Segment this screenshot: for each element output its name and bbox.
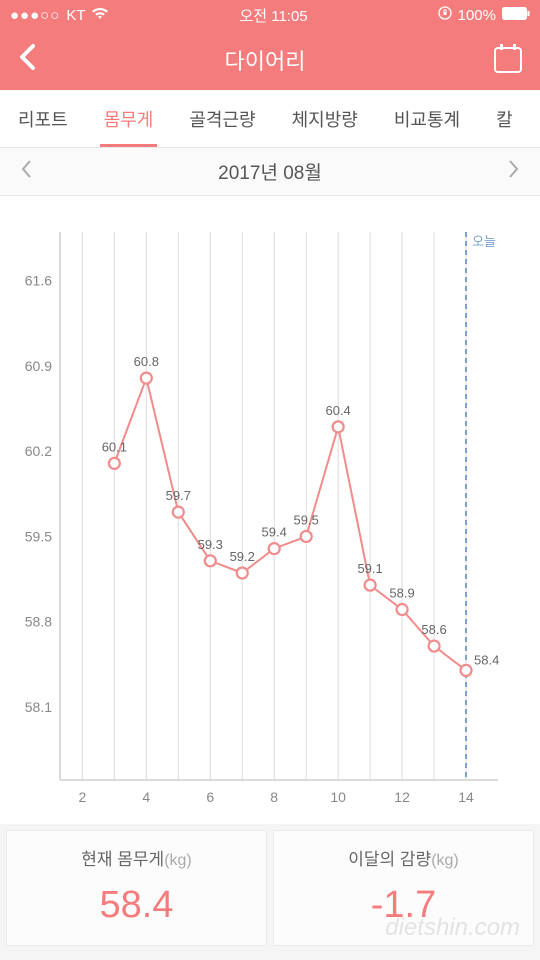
current-weight-label: 현재 몸무게(kg)	[7, 845, 266, 870]
tab-2[interactable]: 골격근량	[171, 90, 273, 147]
chart-svg: 오늘 58.1 58.8 59.5 60.2 60.9 61.6 2 4 6 8 10 12 14 60.1…	[12, 224, 512, 814]
svg-text:60.2: 60.2	[25, 443, 52, 459]
carrier-label: KT	[66, 7, 85, 24]
battery-percent: 100%	[458, 7, 496, 24]
back-button[interactable]	[18, 43, 36, 78]
svg-text:14: 14	[458, 789, 474, 805]
svg-text:60.8: 60.8	[134, 354, 159, 369]
next-month-button[interactable]	[508, 159, 520, 185]
svg-text:59.5: 59.5	[25, 528, 52, 544]
svg-text:58.9: 58.9	[389, 586, 414, 601]
header-title: 다이어리	[225, 44, 306, 76]
svg-text:6: 6	[206, 789, 214, 805]
svg-text:12: 12	[394, 789, 410, 805]
svg-text:2: 2	[78, 789, 86, 805]
current-weight-value: 58.4	[7, 884, 266, 927]
tabs: 리포트몸무게골격근량체지방량비교통계칼	[0, 90, 540, 148]
prev-month-button[interactable]	[20, 159, 32, 185]
signal-dots-icon: ●●●○○	[10, 7, 60, 24]
svg-text:4: 4	[142, 789, 150, 805]
weight-chart: 오늘 58.1 58.8 59.5 60.2 60.9 61.6 2 4 6 8 10 12 14 60.1…	[0, 196, 540, 824]
status-time: 오전 11:05	[239, 5, 307, 26]
tab-3[interactable]: 체지방량	[274, 90, 376, 147]
svg-text:59.7: 59.7	[166, 488, 191, 503]
svg-text:59.3: 59.3	[198, 537, 223, 552]
tab-1[interactable]: 몸무게	[86, 90, 172, 147]
current-weight-card: 현재 몸무게(kg) 58.4	[6, 830, 267, 946]
tab-0[interactable]: 리포트	[0, 90, 86, 147]
svg-text:59.5: 59.5	[294, 512, 319, 527]
calendar-icon[interactable]	[494, 47, 522, 73]
svg-text:오늘: 오늘	[472, 234, 496, 249]
wifi-icon	[91, 6, 109, 24]
lock-icon	[438, 6, 452, 24]
watermark: dietshin.com	[385, 914, 520, 942]
svg-text:61.6: 61.6	[25, 273, 52, 289]
svg-text:8: 8	[270, 789, 278, 805]
battery-icon	[502, 7, 530, 24]
status-bar: ●●●○○ KT 오전 11:05 100%	[0, 0, 540, 30]
svg-text:58.1: 58.1	[25, 699, 52, 715]
svg-text:60.1: 60.1	[102, 439, 127, 454]
svg-text:59.4: 59.4	[262, 525, 287, 540]
svg-text:58.4: 58.4	[474, 652, 499, 667]
svg-text:58.6: 58.6	[421, 622, 446, 637]
svg-text:59.2: 59.2	[230, 549, 255, 564]
svg-text:60.4: 60.4	[325, 403, 350, 418]
svg-text:10: 10	[330, 789, 346, 805]
month-label: 2017년 08월	[218, 158, 322, 185]
svg-text:58.8: 58.8	[25, 614, 52, 630]
status-left: ●●●○○ KT	[10, 6, 109, 24]
svg-text:60.9: 60.9	[25, 358, 52, 374]
month-change-label: 이달의 감량(kg)	[274, 845, 533, 870]
svg-text:59.1: 59.1	[357, 561, 382, 576]
month-navigation: 2017년 08월	[0, 148, 540, 196]
header: 다이어리	[0, 30, 540, 90]
status-right: 100%	[438, 6, 530, 24]
tab-4[interactable]: 비교통계	[376, 90, 478, 147]
tab-5[interactable]: 칼	[478, 90, 531, 147]
